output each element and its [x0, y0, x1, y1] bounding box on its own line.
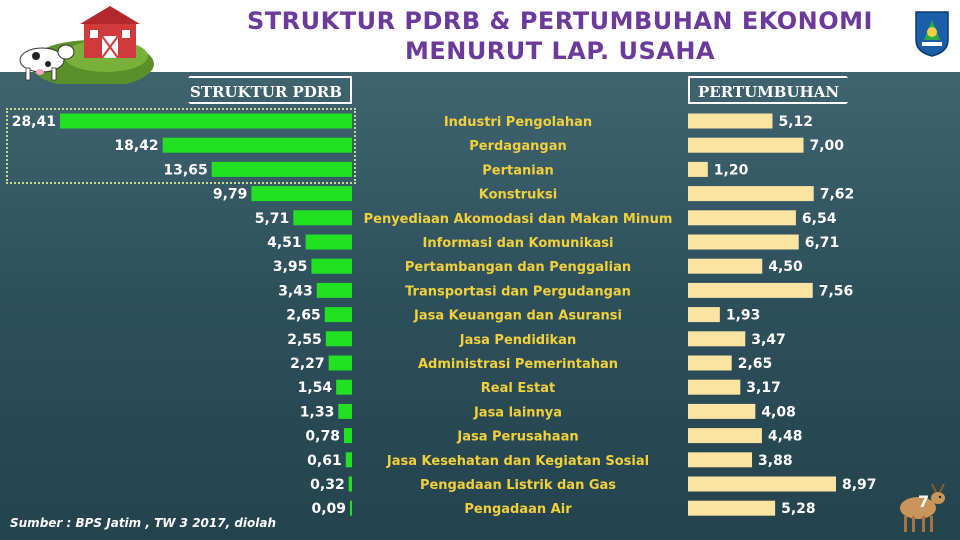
structure-value-label: 0,78 [305, 429, 340, 445]
growth-value-label: 2,65 [738, 356, 773, 372]
structure-value-label: 2,55 [287, 332, 322, 348]
header [0, 0, 960, 72]
page-title: STRUKTUR PDRB & PERTUMBUHAN EKONOMI MENU… [240, 6, 880, 66]
source-note: Sumber : BPS Jatim , TW 3 2017, diolah [10, 516, 277, 530]
category-label: Konstruksi [479, 188, 558, 203]
category-label: Jasa Pendidikan [459, 333, 576, 348]
growth-bar [688, 282, 813, 298]
growth-bar [688, 186, 814, 202]
structure-value-label: 13,65 [163, 162, 207, 178]
category-label: Penyediaan Akomodasi dan Makan Minum [364, 212, 673, 227]
farm-illustration [19, 6, 154, 84]
growth-bar [688, 452, 753, 468]
structure-bar [328, 355, 352, 371]
structure-bar [311, 258, 352, 274]
category-label: Jasa Kesehatan dan Kegiatan Sosial [386, 454, 649, 469]
growth-value-label: 6,71 [805, 235, 840, 251]
growth-bar [688, 113, 773, 129]
category-label: Administrasi Pemerintahan [418, 357, 618, 372]
structure-bar [348, 476, 352, 492]
growth-bar [688, 476, 836, 492]
structure-bar [162, 137, 352, 153]
category-label: Pengadaan Air [464, 502, 572, 517]
structure-value-label: 5,71 [255, 211, 290, 227]
top-three-highlight-box [6, 108, 356, 184]
growth-bar [688, 258, 763, 274]
structure-value-label: 1,54 [298, 380, 333, 396]
structure-value-label: 0,61 [307, 453, 342, 469]
growth-value-label: 1,20 [714, 162, 749, 178]
growth-value-label: 4,48 [768, 429, 803, 445]
growth-bar [688, 137, 804, 153]
growth-value-label: 8,97 [842, 477, 877, 493]
category-label: Pengadaan Listrik dan Gas [420, 478, 616, 493]
growth-bar [688, 161, 708, 177]
east-java-emblem-icon [915, 11, 949, 57]
structure-bar [293, 210, 352, 226]
growth-value-label: 7,62 [820, 187, 855, 203]
structure-bar [343, 428, 352, 444]
category-label: Jasa Perusahaan [456, 430, 578, 445]
growth-value-label: 5,28 [781, 501, 816, 517]
growth-tag: PERTUMBUHAN [688, 76, 860, 104]
category-label: Pertanian [482, 163, 553, 178]
growth-bar [688, 331, 746, 347]
growth-bar [688, 403, 756, 419]
growth-value-label: 3,88 [758, 453, 793, 469]
structure-value-label: 3,43 [278, 283, 313, 299]
structure-bar [60, 113, 352, 129]
growth-value-label: 3,47 [751, 332, 786, 348]
category-label: Transportasi dan Pergudangan [405, 284, 631, 299]
growth-value-label: 4,08 [761, 404, 796, 420]
structure-bar [316, 282, 352, 298]
structure-bar [211, 161, 352, 177]
growth-value-label: 3,17 [746, 380, 781, 396]
growth-value-label: 7,00 [809, 138, 844, 154]
structure-value-label: 18,42 [114, 138, 158, 154]
structure-value-label: 9,79 [213, 187, 248, 203]
structure-bar [345, 452, 352, 468]
category-label: Informasi dan Komunikasi [423, 236, 614, 251]
category-label: Real Estat [481, 381, 555, 396]
growth-bar [688, 210, 796, 226]
growth-bar [688, 500, 776, 516]
structure-value-label: 1,33 [300, 404, 335, 420]
growth-value-label: 7,56 [819, 283, 854, 299]
structure-value-label: 0,32 [310, 477, 345, 493]
title-line-1: STRUKTUR PDRB & PERTUMBUHAN EKONOMI [247, 7, 873, 35]
category-label: Jasa Keuangan dan Asuransi [413, 309, 622, 324]
structure-bar [338, 403, 352, 419]
structure-bar [251, 186, 352, 202]
structure-tag: STRUKTUR PDRB [176, 76, 352, 104]
category-label: Industri Pengolahan [444, 115, 592, 130]
growth-bar [688, 428, 762, 444]
growth-value-label: 5,12 [778, 114, 813, 130]
structure-value-label: 0,09 [311, 501, 346, 517]
structure-bar [324, 307, 352, 323]
title-line-2: MENURUT LAP. USAHA [404, 37, 716, 65]
growth-value-label: 4,50 [768, 259, 803, 275]
goat-illustration [900, 483, 945, 532]
category-label: Jasa lainnya [473, 405, 562, 420]
growth-bar [688, 355, 732, 371]
structure-bar [336, 379, 352, 395]
structure-value-label: 4,51 [267, 235, 302, 251]
growth-value-label: 6,54 [802, 211, 837, 227]
structure-value-label: 28,41 [12, 114, 56, 130]
growth-bar [688, 379, 741, 395]
structure-value-label: 3,95 [273, 259, 308, 275]
growth-value-label: 1,93 [726, 308, 761, 324]
page-number: 7 [918, 492, 930, 511]
structure-value-label: 2,65 [286, 308, 321, 324]
structure-bar [305, 234, 352, 250]
category-label: Perdagangan [469, 139, 567, 154]
structure-value-label: 2,27 [290, 356, 325, 372]
category-label: Pertambangan dan Penggalian [405, 260, 631, 275]
growth-bar [688, 307, 720, 323]
structure-bar [350, 500, 352, 516]
structure-bar [325, 331, 352, 347]
growth-bar [688, 234, 799, 250]
